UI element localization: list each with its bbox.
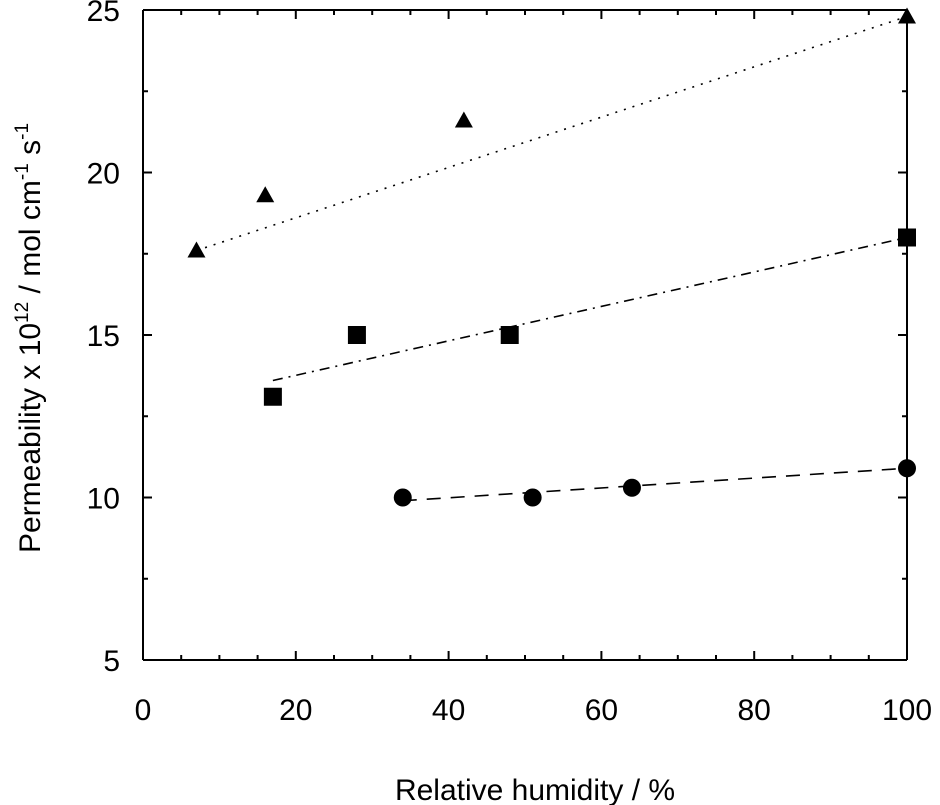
triangle-point: [898, 7, 916, 24]
y-axis-title-unit-b: s: [14, 140, 47, 163]
square-point: [898, 228, 916, 247]
fit-line-square: [272, 236, 908, 382]
x-tick-label: 60: [585, 694, 618, 727]
circle-point: [622, 478, 641, 497]
y-tick-label: 20: [87, 158, 120, 191]
y-axis-title: Permeability x 1012 / mol cm-1 s-1: [12, 123, 47, 553]
square-point: [347, 326, 366, 344]
y-tick-label: 15: [87, 320, 120, 353]
fit-line-circle: [402, 467, 908, 502]
circle-point: [393, 488, 412, 507]
x-tick-label: 100: [882, 694, 932, 727]
y-tick-label: 10: [87, 483, 120, 516]
fit-lines: [196, 15, 908, 502]
circle-point: [523, 488, 542, 507]
fit-line-triangle: [196, 15, 908, 252]
triangle-point: [256, 186, 275, 203]
circle-point: [898, 459, 916, 478]
x-tick-label: 80: [738, 694, 771, 727]
square-point: [263, 387, 282, 406]
y-axis-title-main: Permeability x 10: [14, 323, 47, 553]
y-tick-label: 25: [87, 0, 120, 28]
y-axis-title-exponent: 12: [12, 302, 33, 323]
x-tick-label: 40: [432, 694, 465, 727]
x-tick-label: 20: [279, 694, 312, 727]
data-markers: [187, 7, 916, 507]
y-axis-title-unit-a-exponent: -1: [12, 163, 33, 180]
triangle-point: [187, 241, 206, 258]
y-tick-label: 5: [103, 645, 120, 678]
triangle-point: [454, 111, 473, 128]
square-point: [500, 326, 519, 344]
x-axis-title: Relative humidity / %: [395, 774, 675, 805]
axes: 0 20 40 60 80 100 5 10 15 20 25: [87, 0, 932, 727]
x-tick-label: 0: [135, 694, 152, 727]
y-axis-title-unit-a: / mol cm: [14, 180, 47, 302]
y-axis-title-unit-b-exponent: -1: [12, 123, 33, 140]
